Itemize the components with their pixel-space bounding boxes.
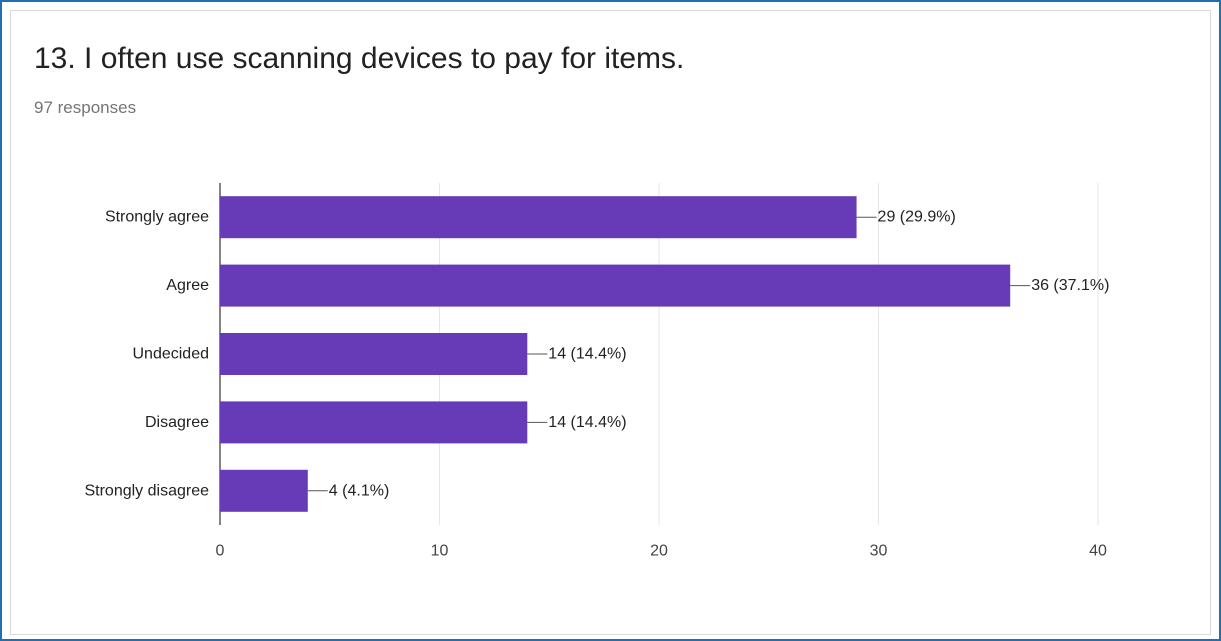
bar: [220, 333, 528, 375]
x-tick-label: 10: [431, 543, 449, 560]
x-tick-label: 30: [870, 543, 888, 560]
category-label: Strongly agree: [105, 209, 209, 226]
data-label: 4 (4.1%): [329, 482, 389, 499]
data-label: 14 (14.4%): [548, 414, 626, 431]
question-title: 13. I often use scanning devices to pay …: [34, 42, 685, 75]
bar: [220, 196, 857, 239]
response-count: 97 responses: [34, 98, 137, 117]
question-card: [10, 10, 1211, 635]
x-tick-label: 0: [216, 543, 225, 560]
category-label: Undecided: [133, 346, 210, 363]
bar: [220, 401, 528, 444]
category-label: Strongly disagree: [84, 482, 209, 499]
category-label: Agree: [166, 277, 209, 294]
category-label: Disagree: [145, 414, 209, 431]
x-tick-label: 20: [650, 543, 668, 560]
bar: [220, 264, 1011, 307]
bar: [220, 469, 308, 512]
data-label: 14 (14.4%): [548, 346, 626, 363]
x-tick-label: 40: [1089, 543, 1107, 560]
data-label: 29 (29.9%): [878, 209, 956, 226]
data-label: 36 (37.1%): [1031, 277, 1109, 294]
